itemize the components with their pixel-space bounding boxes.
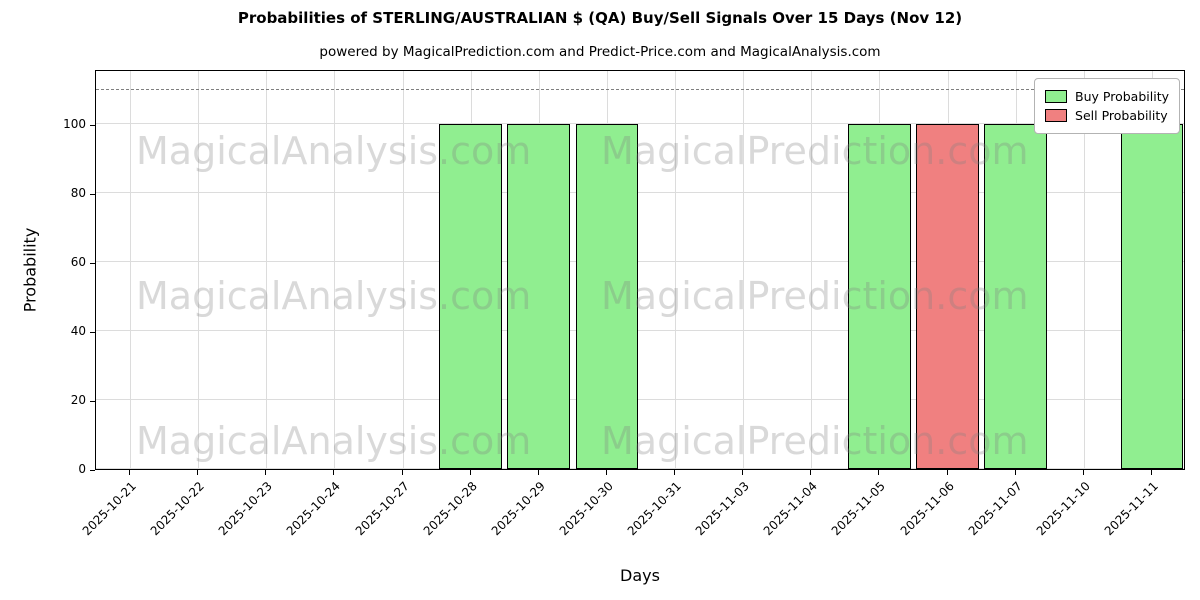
x-tick-mark: [878, 470, 880, 475]
y-tick-mark: [90, 401, 95, 403]
buy-probability-bar: [1120, 124, 1184, 469]
x-tick-mark: [1150, 470, 1152, 475]
x-tick-mark: [742, 470, 744, 475]
buy-probability-bar: [984, 124, 1048, 469]
y-tick-mark: [90, 194, 95, 196]
y-tick-mark: [90, 125, 95, 127]
y-gridline: [96, 399, 1184, 401]
x-gridline: [266, 71, 268, 469]
chart-title: Probabilities of STERLING/AUSTRALIAN $ (…: [237, 9, 963, 27]
x-gridline: [1083, 71, 1085, 469]
y-tick-mark: [90, 263, 95, 265]
chart-subtitle: powered by MagicalPrediction.com and Pre…: [319, 44, 881, 60]
y-axis-label: Probability: [20, 227, 40, 313]
y-tick-mark: [90, 470, 95, 471]
buy-probability-bar: [848, 124, 911, 469]
x-tick-mark: [605, 470, 607, 475]
buy-probability-bar: [507, 124, 571, 469]
x-gridline: [334, 71, 336, 469]
x-tick-mark: [197, 470, 199, 475]
legend-item-buy: Buy Probability: [1045, 89, 1169, 104]
y-tick-label: 20: [70, 393, 86, 408]
x-tick-mark: [537, 470, 539, 475]
x-tick-mark: [469, 470, 471, 475]
x-tick-mark: [810, 470, 812, 475]
x-tick-mark: [401, 470, 403, 475]
buy-probability-bar: [575, 124, 639, 469]
legend-item-sell: Sell Probability: [1045, 108, 1169, 123]
y-tick-mark: [90, 332, 95, 334]
x-tick-mark: [946, 470, 948, 475]
x-gridline: [675, 71, 677, 469]
buy-probability-label: Buy Probability: [1075, 89, 1169, 104]
buy-probability-bar: [439, 124, 503, 469]
x-tick-mark: [1082, 470, 1084, 475]
y-gridline: [96, 123, 1184, 125]
x-gridline: [743, 71, 745, 469]
y-gridline: [96, 261, 1184, 263]
x-gridline: [198, 71, 200, 469]
x-tick-mark: [674, 470, 676, 475]
sell-probability-label: Sell Probability: [1075, 108, 1168, 123]
y-tick-label: 80: [70, 186, 86, 201]
y-tick-label: 100: [63, 117, 86, 132]
x-tick-mark: [1014, 470, 1016, 475]
threshold-dashed-line: [96, 88, 1184, 90]
x-tick-mark: [265, 470, 267, 475]
y-tick-label: 0: [78, 462, 86, 476]
sell-probability-bar: [916, 124, 979, 469]
x-gridline: [402, 71, 404, 469]
y-gridline: [96, 468, 1184, 469]
sell-probability-swatch: [1045, 109, 1068, 122]
buy-probability-swatch: [1045, 90, 1068, 103]
y-tick-label: 40: [70, 324, 86, 339]
x-gridline: [130, 71, 132, 469]
x-tick-mark: [333, 470, 335, 475]
plot-area: MagicalAnalysis.com MagicalPrediction.com…: [95, 70, 1185, 470]
y-gridline: [96, 330, 1184, 332]
legend: Buy Probability Sell Probability: [1034, 78, 1180, 134]
x-gridline: [811, 71, 813, 469]
x-tick-mark: [129, 470, 131, 475]
y-gridline: [96, 192, 1184, 194]
y-tick-label: 60: [70, 255, 86, 270]
x-axis-label: Days: [620, 566, 660, 585]
